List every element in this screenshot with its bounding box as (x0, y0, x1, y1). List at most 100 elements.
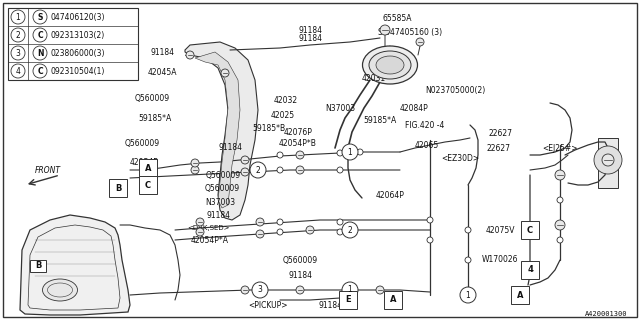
Text: 42025: 42025 (271, 110, 295, 119)
Circle shape (296, 151, 304, 159)
Circle shape (186, 51, 194, 59)
Text: 42076P: 42076P (284, 127, 312, 137)
Circle shape (241, 286, 249, 294)
Text: 2: 2 (348, 226, 353, 235)
Circle shape (337, 167, 343, 173)
Bar (598, 138, 618, 188)
Circle shape (465, 227, 471, 233)
Text: 3: 3 (15, 49, 20, 58)
Text: 092310504(1): 092310504(1) (50, 67, 104, 76)
Text: C: C (37, 67, 43, 76)
Circle shape (594, 146, 622, 174)
Circle shape (11, 10, 25, 24)
Circle shape (306, 226, 314, 234)
Circle shape (241, 168, 249, 176)
Circle shape (11, 28, 25, 42)
Text: 91184: 91184 (150, 47, 174, 57)
Text: <PICKUP>: <PICKUP> (248, 300, 288, 309)
Text: 91184: 91184 (298, 26, 322, 35)
Circle shape (221, 69, 229, 77)
Circle shape (191, 159, 199, 167)
Ellipse shape (376, 56, 404, 74)
Text: Q560009: Q560009 (282, 255, 317, 265)
Text: E: E (345, 295, 351, 305)
Text: A: A (390, 295, 396, 305)
Text: 42064P: 42064P (376, 190, 404, 199)
Bar (139, 176, 157, 194)
Bar (8, 8, 138, 80)
Bar (521, 221, 539, 239)
Text: 22627: 22627 (486, 143, 510, 153)
Circle shape (555, 220, 565, 230)
Text: 59185*B: 59185*B (252, 124, 285, 132)
Text: 22627: 22627 (488, 129, 512, 138)
Polygon shape (195, 52, 240, 208)
Circle shape (256, 218, 264, 226)
Circle shape (277, 229, 283, 235)
Text: 42045A: 42045A (148, 68, 177, 76)
Text: B: B (35, 261, 41, 270)
Text: S: S (37, 12, 43, 21)
Circle shape (342, 222, 358, 238)
Circle shape (277, 152, 283, 158)
Text: A: A (516, 291, 524, 300)
Circle shape (342, 144, 358, 160)
Circle shape (196, 218, 204, 226)
Circle shape (337, 219, 343, 225)
Text: 023806000(3): 023806000(3) (50, 49, 104, 58)
Text: 91184: 91184 (318, 300, 342, 309)
Circle shape (33, 64, 47, 78)
Circle shape (241, 156, 249, 164)
Text: 42032: 42032 (274, 95, 298, 105)
Circle shape (33, 10, 47, 24)
Bar (109, 179, 127, 197)
Bar (511, 286, 529, 304)
Text: Q560009: Q560009 (135, 93, 170, 102)
Text: 2: 2 (255, 165, 260, 174)
Text: W170026: W170026 (482, 255, 518, 265)
Circle shape (191, 166, 199, 174)
Text: 91184: 91184 (206, 211, 230, 220)
Bar (339, 291, 357, 309)
Text: 092313103(2): 092313103(2) (50, 30, 104, 39)
Bar (139, 159, 157, 177)
Polygon shape (185, 42, 258, 220)
Circle shape (252, 282, 268, 298)
Text: 1: 1 (466, 291, 470, 300)
Bar (30, 260, 46, 272)
Text: 1: 1 (348, 148, 353, 156)
Text: 1: 1 (348, 285, 353, 294)
Circle shape (380, 25, 390, 35)
Circle shape (33, 46, 47, 60)
Circle shape (256, 230, 264, 238)
Text: N023705000(2): N023705000(2) (425, 85, 485, 94)
Polygon shape (20, 215, 130, 315)
Text: 3: 3 (257, 285, 262, 294)
Circle shape (250, 162, 266, 178)
Text: S 047405160 (3): S 047405160 (3) (378, 28, 442, 36)
Circle shape (602, 154, 614, 166)
Circle shape (427, 237, 433, 243)
Text: FIG.420 -4: FIG.420 -4 (405, 121, 444, 130)
Circle shape (555, 170, 565, 180)
Circle shape (277, 219, 283, 225)
Text: C: C (37, 30, 43, 39)
Text: <EJ25#>: <EJ25#> (542, 143, 577, 153)
Text: 42054P: 42054P (130, 157, 159, 166)
Text: FRONT: FRONT (35, 165, 61, 174)
Text: N37003: N37003 (205, 197, 235, 206)
Text: A420001300: A420001300 (584, 311, 627, 317)
Text: N: N (36, 49, 44, 58)
Text: 42075V: 42075V (485, 226, 515, 235)
Text: 047406120(3): 047406120(3) (50, 12, 104, 21)
Text: Q560009: Q560009 (205, 171, 241, 180)
Text: B: B (115, 183, 121, 193)
Circle shape (296, 286, 304, 294)
Text: C: C (527, 226, 533, 235)
Bar (72, 245, 92, 263)
Bar (96, 248, 111, 262)
Text: 4: 4 (527, 266, 533, 275)
Bar (384, 291, 402, 309)
Text: 42065: 42065 (415, 140, 439, 149)
Text: 59185*A: 59185*A (138, 114, 172, 123)
